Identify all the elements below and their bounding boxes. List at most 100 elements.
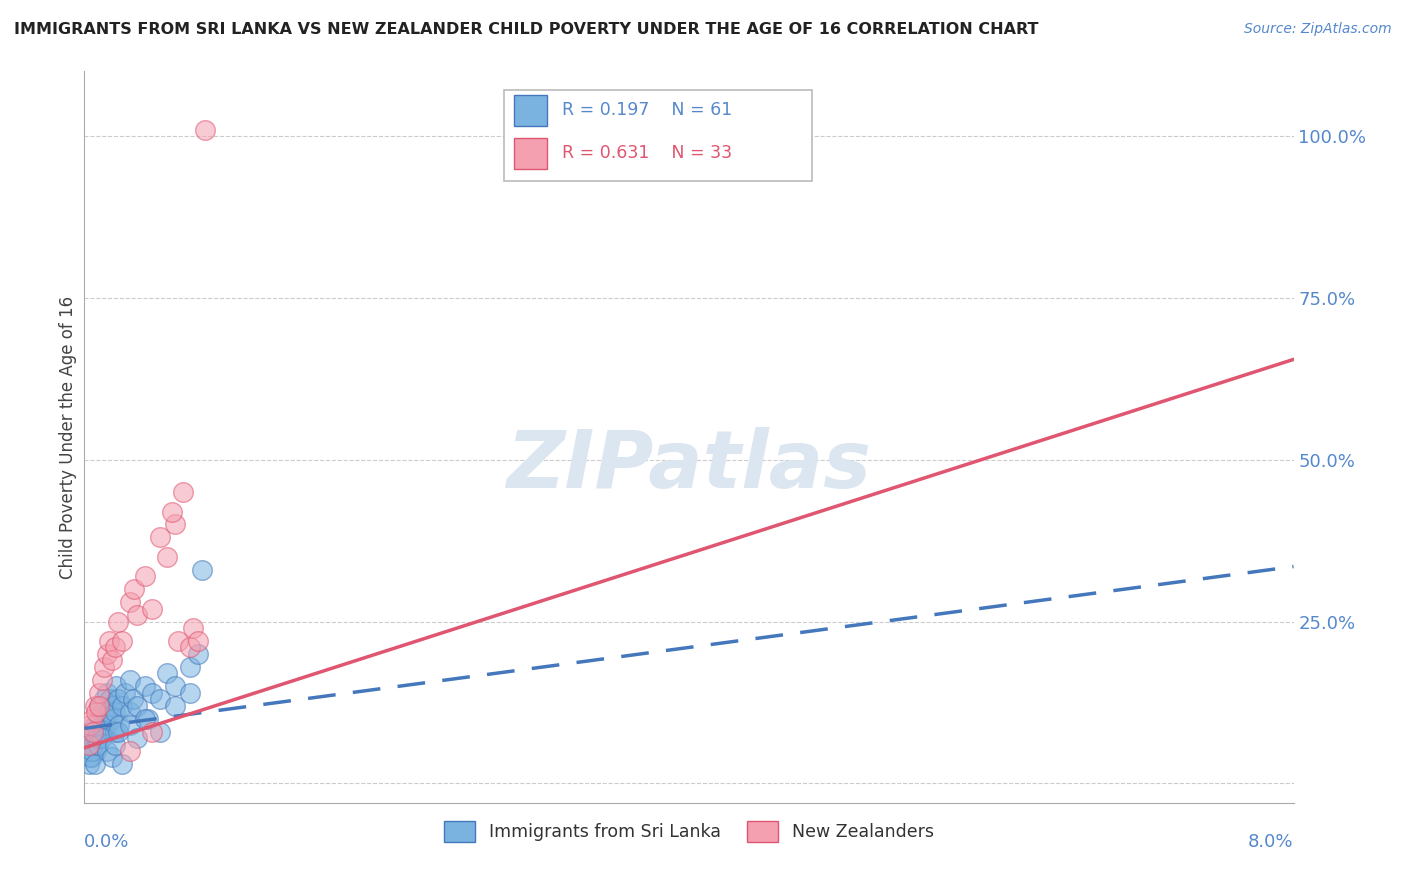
Legend: Immigrants from Sri Lanka, New Zealanders: Immigrants from Sri Lanka, New Zealander… — [437, 814, 941, 849]
Point — [89, 686, 111, 700]
Point — [79, 718, 101, 732]
Point — [127, 731, 149, 745]
Point — [87, 738, 110, 752]
Point — [104, 640, 127, 655]
Point — [79, 724, 101, 739]
Point — [97, 705, 120, 719]
Point — [141, 601, 163, 615]
Point — [141, 686, 163, 700]
Point — [84, 718, 107, 732]
Text: R = 0.197    N = 61: R = 0.197 N = 61 — [562, 101, 733, 120]
Point — [87, 724, 110, 739]
Point — [84, 698, 107, 713]
Point — [96, 718, 118, 732]
Point — [105, 679, 128, 693]
Point — [118, 595, 141, 609]
Point — [80, 731, 103, 745]
Point — [82, 738, 104, 752]
Point — [93, 692, 115, 706]
FancyBboxPatch shape — [503, 90, 813, 181]
Bar — [513, 95, 547, 126]
Point — [111, 698, 134, 713]
Point — [134, 679, 156, 693]
Point — [149, 724, 172, 739]
Point — [111, 756, 134, 771]
Point — [89, 698, 111, 713]
Point — [96, 647, 118, 661]
Point — [149, 692, 172, 706]
Point — [118, 705, 141, 719]
Point — [98, 692, 121, 706]
Point — [165, 517, 187, 532]
Point — [77, 756, 100, 771]
Point — [104, 724, 127, 739]
Point — [127, 608, 149, 623]
Point — [76, 738, 98, 752]
Point — [179, 686, 201, 700]
Point — [86, 705, 108, 719]
Point — [80, 750, 103, 764]
Point — [179, 640, 201, 655]
Point — [134, 569, 156, 583]
Point — [149, 530, 172, 544]
Point — [94, 712, 117, 726]
Point — [167, 634, 190, 648]
Point — [187, 647, 209, 661]
Point — [97, 634, 120, 648]
Text: R = 0.631    N = 33: R = 0.631 N = 33 — [562, 144, 733, 161]
Point — [107, 692, 129, 706]
Point — [118, 744, 141, 758]
Point — [93, 724, 115, 739]
Point — [104, 738, 127, 752]
Point — [89, 731, 111, 745]
Bar — [513, 138, 547, 169]
Point — [187, 634, 209, 648]
Text: Source: ZipAtlas.com: Source: ZipAtlas.com — [1244, 22, 1392, 37]
Point — [101, 712, 124, 726]
Point — [96, 744, 118, 758]
Point — [91, 673, 114, 687]
Point — [118, 718, 141, 732]
Point — [156, 666, 179, 681]
Point — [108, 718, 131, 732]
Point — [191, 563, 214, 577]
Point — [100, 750, 122, 764]
Point — [172, 485, 194, 500]
Point — [91, 731, 114, 745]
Point — [107, 724, 129, 739]
Text: IMMIGRANTS FROM SRI LANKA VS NEW ZEALANDER CHILD POVERTY UNDER THE AGE OF 16 COR: IMMIGRANTS FROM SRI LANKA VS NEW ZEALAND… — [14, 22, 1039, 37]
Y-axis label: Child Poverty Under the Age of 16: Child Poverty Under the Age of 16 — [59, 295, 77, 579]
Point — [96, 686, 118, 700]
Point — [179, 660, 201, 674]
Point — [89, 712, 111, 726]
Point — [156, 549, 179, 564]
Point — [141, 724, 163, 739]
Point — [86, 744, 108, 758]
Point — [84, 756, 107, 771]
Point — [160, 504, 183, 518]
Point — [93, 660, 115, 674]
Point — [91, 705, 114, 719]
Point — [90, 718, 112, 732]
Point — [114, 686, 136, 700]
Point — [107, 615, 129, 629]
Text: ZIPatlas: ZIPatlas — [506, 427, 872, 506]
Point — [80, 712, 103, 726]
Point — [194, 122, 217, 136]
Point — [134, 712, 156, 726]
Point — [104, 705, 127, 719]
Point — [181, 621, 204, 635]
Point — [127, 698, 149, 713]
Point — [79, 750, 101, 764]
Point — [80, 744, 103, 758]
Point — [136, 712, 159, 726]
Point — [165, 698, 187, 713]
Point — [77, 744, 100, 758]
Point — [118, 673, 141, 687]
Text: 0.0%: 0.0% — [84, 833, 129, 851]
Point — [111, 634, 134, 648]
Point — [121, 692, 143, 706]
Text: 8.0%: 8.0% — [1249, 833, 1294, 851]
Point — [89, 698, 111, 713]
Point — [100, 698, 122, 713]
